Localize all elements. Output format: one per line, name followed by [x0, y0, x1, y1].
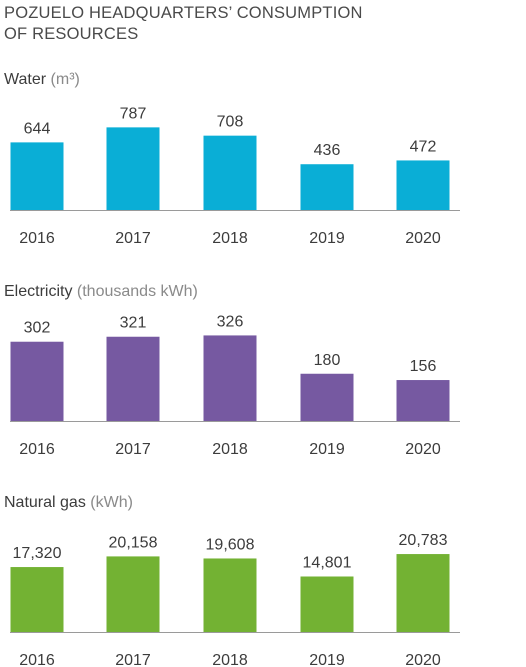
electricity-value-label: 180 — [314, 352, 341, 369]
water-label: Water — [4, 71, 47, 88]
electricity-section-label: Electricity (thousands kWh) — [4, 282, 198, 302]
electricity-bar — [106, 336, 160, 421]
electricity-label: Electricity — [4, 283, 73, 300]
water-x-tick-label: 2016 — [19, 230, 55, 247]
water-value-label: 708 — [217, 114, 244, 131]
natural-gas-bar-chart: 17,320 2016 20,158 2017 19,608 2018 14,801 2019… — [10, 532, 460, 667]
water-x-tick-label: 2018 — [212, 230, 248, 247]
electricity-bar — [300, 373, 354, 421]
natural-gas-bar — [10, 567, 64, 632]
electricity-unit: (thousands kWh) — [76, 283, 198, 300]
water-x-tick-label: 2017 — [115, 230, 151, 247]
chart-title-line-1: POZUELO HEADQUARTERS’ CONSUMPTION — [4, 4, 363, 22]
water-bar — [396, 160, 450, 210]
water-unit: (m³) — [50, 71, 80, 88]
electricity-bar — [396, 380, 450, 421]
water-value-label: 472 — [410, 138, 437, 155]
natural-gas-unit: (kWh) — [90, 494, 133, 511]
chart-title-line-2: OF RESOURCES — [4, 25, 139, 43]
water-value-label: 787 — [120, 105, 147, 122]
natural-gas-label: Natural gas — [4, 494, 86, 511]
electricity-value-label: 302 — [24, 320, 51, 337]
electricity-x-tick-label: 2016 — [19, 441, 55, 458]
electricity-x-tick-label: 2017 — [115, 441, 151, 458]
electricity-x-tick-label: 2018 — [212, 441, 248, 458]
natural-gas-section-label: Natural gas (kWh) — [4, 493, 133, 513]
electricity-x-tick-label: 2019 — [309, 441, 345, 458]
chart-title: POZUELO HEADQUARTERS’ CONSUMPTION OF RES… — [4, 3, 444, 45]
natural-gas-value-label: 20,783 — [399, 532, 448, 549]
water-section-label: Water (m³) — [4, 70, 80, 90]
water-bar — [106, 127, 160, 210]
natural-gas-x-tick-label: 2017 — [115, 652, 151, 667]
electricity-value-label: 321 — [120, 315, 147, 332]
water-value-label: 436 — [314, 142, 341, 159]
electricity-bar — [10, 341, 64, 421]
natural-gas-x-tick-label: 2019 — [309, 652, 345, 667]
natural-gas-value-label: 17,320 — [13, 545, 62, 562]
electricity-bar — [203, 335, 257, 421]
natural-gas-value-label: 14,801 — [303, 554, 352, 571]
natural-gas-x-tick-label: 2020 — [405, 652, 441, 667]
water-value-label: 644 — [24, 120, 51, 137]
natural-gas-x-tick-label: 2016 — [19, 652, 55, 667]
water-bar — [203, 135, 257, 210]
natural-gas-value-label: 19,608 — [206, 536, 255, 553]
water-bar — [10, 142, 64, 210]
natural-gas-bar — [106, 556, 160, 632]
water-x-tick-label: 2020 — [405, 230, 441, 247]
electricity-x-tick-label: 2020 — [405, 441, 441, 458]
natural-gas-bar — [300, 576, 354, 632]
water-bar — [300, 164, 354, 210]
natural-gas-bar — [396, 554, 450, 632]
electricity-value-label: 156 — [410, 358, 437, 375]
natural-gas-value-label: 20,158 — [109, 534, 158, 551]
water-bar-chart: 644 2016 787 2017 708 2018 436 2019 472 2020 — [10, 105, 460, 247]
water-x-tick-label: 2019 — [309, 230, 345, 247]
natural-gas-bar — [203, 558, 257, 632]
natural-gas-x-tick-label: 2018 — [212, 652, 248, 667]
electricity-bar-chart: 302 2016 321 2017 326 2018 180 2019 156 2020 — [10, 313, 460, 458]
electricity-value-label: 326 — [217, 313, 244, 330]
